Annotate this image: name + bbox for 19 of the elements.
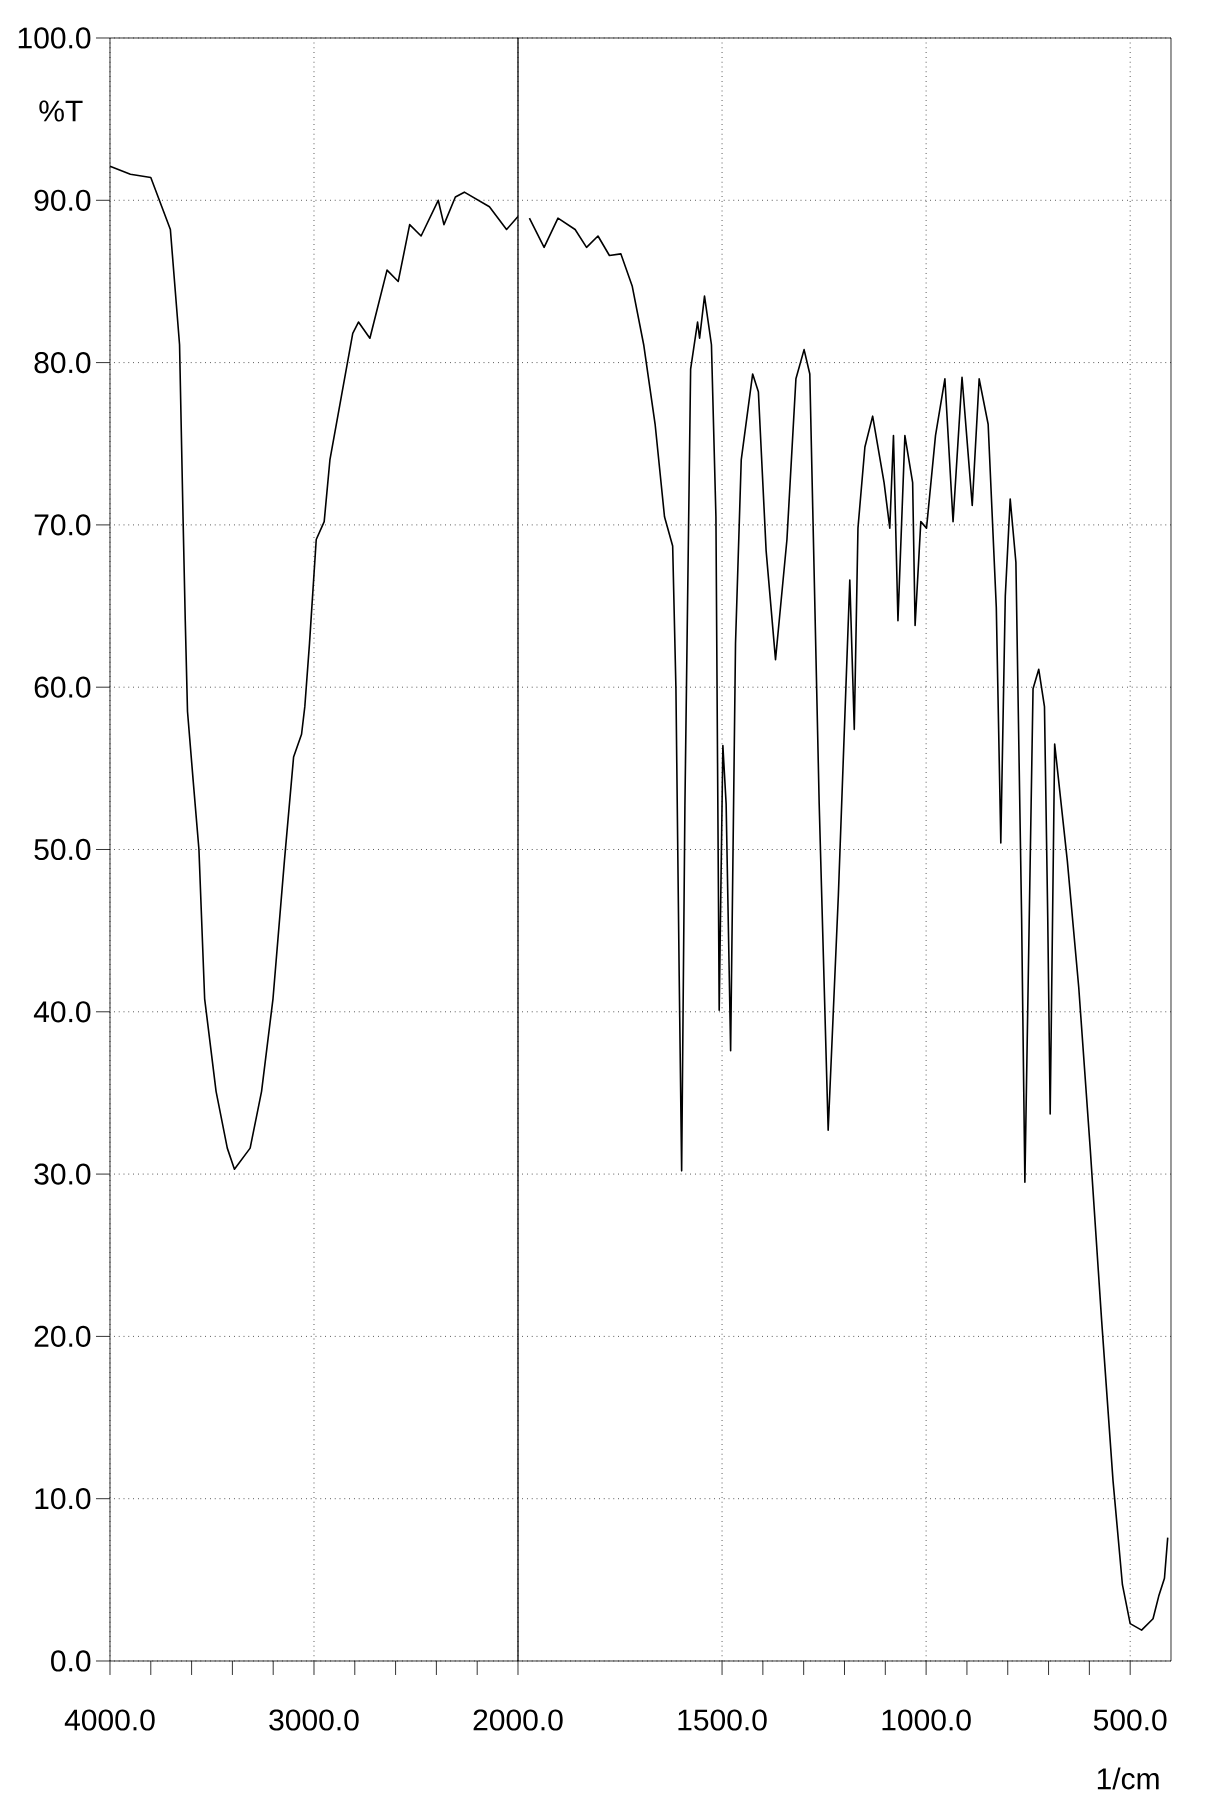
x-tick-label: 1000.0 [882, 1709, 971, 1731]
x-tick-label: 1500.0 [678, 1709, 767, 1731]
y-tick-label: 90.0 [34, 189, 91, 211]
y-tick-label: 0.0 [51, 1650, 91, 1672]
y-axis-title: %T [39, 100, 83, 122]
x-tick-label: 4000.0 [64, 1709, 155, 1731]
y-tick-label: 50.0 [34, 838, 91, 861]
y-tick-label: 80.0 [34, 351, 91, 374]
y-tick-label: 40.0 [33, 1001, 91, 1023]
y-tick-label: 100.0 [18, 27, 91, 49]
y-tick-label: 30.0 [34, 1163, 91, 1185]
x-tick-label: 2000.0 [473, 1709, 563, 1731]
y-tick-label: 60.0 [34, 676, 91, 698]
y-tick-label: 10.0 [35, 1488, 91, 1510]
y-tick-label: 70.0 [34, 514, 91, 536]
x-tick-label: 500.0 [1093, 1709, 1167, 1731]
y-tick-label: 20.0 [34, 1325, 91, 1347]
x-axis-title: 1/cm [1097, 1767, 1159, 1790]
x-tick-label: 3000.0 [269, 1709, 359, 1731]
